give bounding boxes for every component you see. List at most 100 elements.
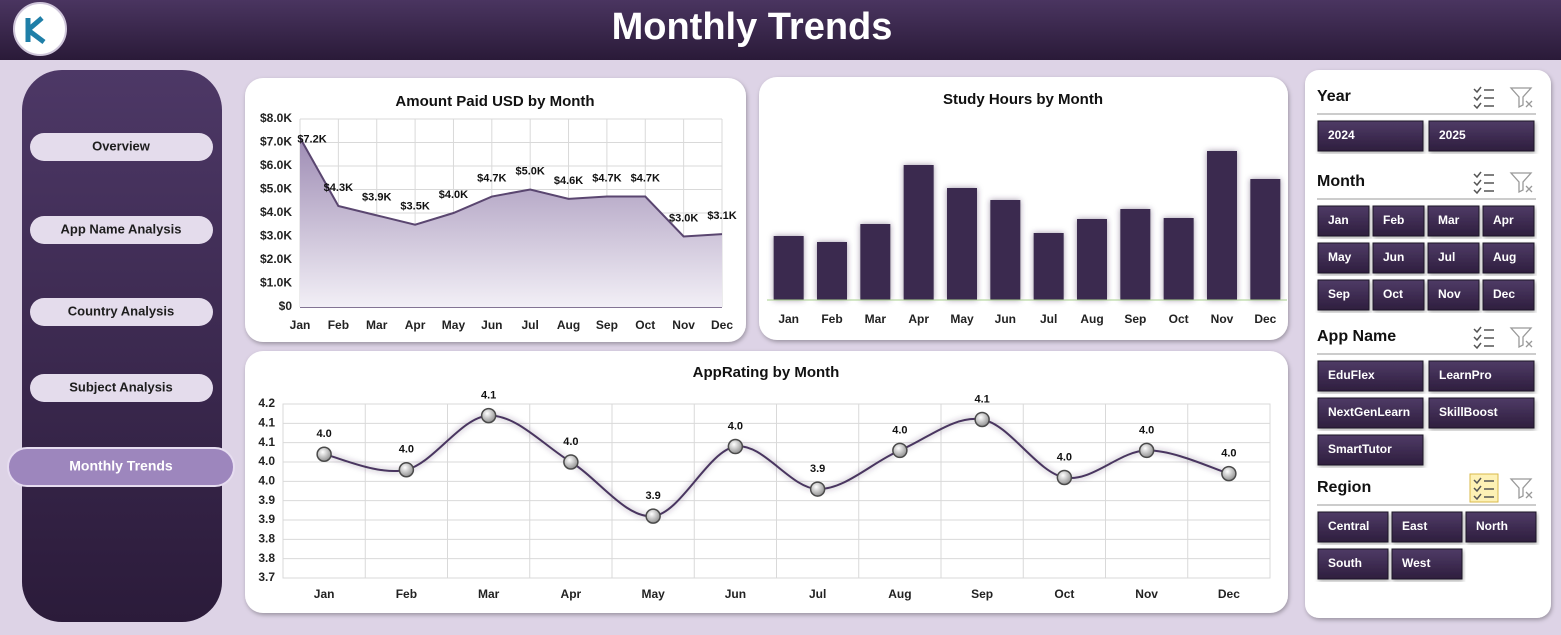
- data-label: $4.3K: [324, 182, 353, 194]
- nav-label: Subject Analysis: [69, 379, 173, 394]
- data-label: 4.0: [892, 424, 907, 436]
- slicer-button[interactable]: [1391, 511, 1463, 543]
- x-tick-label: May: [442, 318, 466, 332]
- slicer-item: 2025: [1439, 128, 1466, 142]
- multi-select-icon[interactable]: [1473, 477, 1494, 501]
- data-label: $7.2K: [297, 134, 326, 146]
- slicer-button[interactable]: [1427, 205, 1480, 237]
- marker: [563, 454, 579, 470]
- data-label: 3.9: [645, 490, 660, 502]
- data-label: $3.0K: [669, 212, 698, 224]
- x-tick-label: Jun: [481, 318, 502, 332]
- x-tick-label: Apr: [908, 312, 929, 326]
- clear-filter-icon[interactable]: [1509, 172, 1533, 194]
- marker: [892, 442, 908, 459]
- slicer-button[interactable]: [1428, 120, 1535, 152]
- y-tick-label: 4.2: [258, 396, 275, 410]
- bar: [1207, 151, 1237, 300]
- multi-select-icon[interactable]: [1473, 326, 1494, 350]
- slicer-button[interactable]: [1372, 279, 1425, 311]
- slicer-item: May: [1328, 250, 1352, 264]
- slicer-button[interactable]: [1317, 434, 1424, 466]
- y-tick-label: 3.9: [258, 512, 275, 526]
- x-tick-label: Jun: [725, 587, 746, 601]
- bar: [1163, 218, 1194, 300]
- slicer-button[interactable]: [1317, 397, 1424, 429]
- y-tick-label: $5.0K: [260, 182, 292, 196]
- y-tick-label: 3.7: [258, 570, 275, 584]
- slicer-item: Apr: [1493, 213, 1514, 227]
- multi-select-icon[interactable]: [1473, 171, 1494, 195]
- slicer-button[interactable]: [1317, 511, 1389, 543]
- slicer-button[interactable]: [1482, 205, 1535, 237]
- logo: [13, 2, 67, 56]
- data-label: 4.0: [563, 436, 578, 448]
- slicer-item: Feb: [1383, 213, 1404, 227]
- slicer-button[interactable]: [1427, 279, 1480, 311]
- slicer-button[interactable]: [1391, 548, 1463, 580]
- x-tick-label: Jan: [314, 587, 335, 601]
- bar: [947, 188, 977, 300]
- slicer-button[interactable]: [1427, 242, 1480, 274]
- slicer-button[interactable]: [1482, 242, 1535, 274]
- data-label: $4.7K: [592, 172, 621, 184]
- slicer-button[interactable]: [1317, 360, 1424, 392]
- x-tick-label: Jan: [290, 318, 311, 332]
- chart-panel: [245, 351, 1288, 613]
- clear-filter-icon[interactable]: [1509, 87, 1533, 109]
- bar: [1120, 209, 1151, 300]
- slicer-item: Dec: [1493, 287, 1515, 301]
- slicer-button[interactable]: [1317, 120, 1424, 152]
- slicer-item: EduFlex: [1328, 368, 1375, 382]
- slicer-title: App Name: [1317, 328, 1396, 345]
- nav-button[interactable]: [30, 133, 213, 161]
- marker: [727, 438, 744, 455]
- data-label: $4.7K: [477, 172, 506, 184]
- header-bar: [0, 0, 1561, 60]
- slicer-button[interactable]: [1317, 205, 1370, 237]
- slicer-item: West: [1402, 556, 1430, 570]
- slicer-item: Mar: [1438, 213, 1460, 227]
- slicer-button[interactable]: [1465, 511, 1537, 543]
- data-label: 4.1: [481, 390, 496, 402]
- marker: [809, 481, 826, 497]
- slicer-button[interactable]: [1317, 548, 1389, 580]
- nav-button[interactable]: [7, 447, 235, 487]
- y-tick-label: $6.0K: [260, 158, 292, 172]
- marker: [398, 461, 415, 478]
- marker: [645, 508, 661, 524]
- slicer-button[interactable]: [1317, 279, 1370, 311]
- y-tick-label: 3.9: [258, 493, 275, 507]
- nav-button[interactable]: [30, 374, 213, 402]
- y-tick-label: 4.0: [258, 454, 275, 468]
- y-tick-label: 4.1: [258, 435, 275, 449]
- x-tick-label: Aug: [1080, 312, 1103, 326]
- bar: [817, 242, 847, 300]
- slicer-button[interactable]: [1372, 205, 1425, 237]
- y-tick-label: 3.8: [258, 551, 275, 565]
- area: [300, 137, 722, 307]
- x-tick-label: Dec: [1218, 587, 1240, 601]
- slicer-button[interactable]: [1372, 242, 1425, 274]
- x-tick-label: Mar: [865, 312, 887, 326]
- nav-label: Monthly Trends: [69, 458, 173, 474]
- nav-button[interactable]: [30, 216, 213, 244]
- slicer-item: Jun: [1383, 250, 1404, 264]
- multi-select-icon[interactable]: [1473, 86, 1494, 110]
- slicer-button[interactable]: [1482, 279, 1535, 311]
- bar: [1077, 219, 1107, 300]
- nav-label: App Name Analysis: [61, 221, 182, 236]
- clear-filter-icon[interactable]: [1509, 478, 1533, 500]
- slicer-button[interactable]: [1317, 242, 1370, 274]
- slicer-button[interactable]: [1428, 397, 1535, 429]
- slicer-button[interactable]: [1428, 360, 1535, 392]
- data-label: 4.0: [399, 444, 414, 456]
- slicer-item: Nov: [1438, 287, 1461, 301]
- chart-panel: [759, 77, 1288, 340]
- clear-filter-icon[interactable]: [1509, 327, 1533, 349]
- bar: [860, 224, 891, 300]
- bar: [773, 236, 804, 300]
- nav-button[interactable]: [30, 298, 213, 326]
- y-tick-label: 4.0: [258, 474, 275, 488]
- marker: [480, 407, 497, 424]
